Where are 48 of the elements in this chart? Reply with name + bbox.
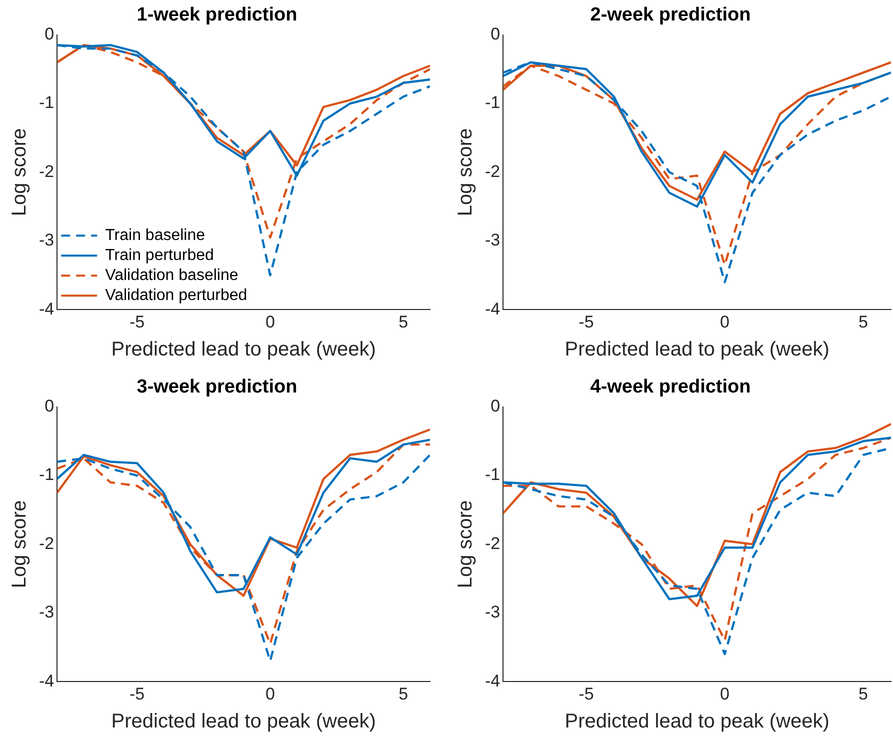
x-tick-label: 0 bbox=[265, 312, 275, 332]
x-tick-label: -5 bbox=[129, 684, 145, 704]
y-tick-label: -1 bbox=[38, 465, 54, 484]
x-axis-title: Predicted lead to peak (week) bbox=[111, 710, 376, 733]
legend-label: Validation perturbed bbox=[105, 287, 248, 304]
x-axis-title: Predicted lead to peak (week) bbox=[564, 338, 830, 361]
x-tick-label: -5 bbox=[129, 312, 145, 332]
y-tick-label: 0 bbox=[44, 24, 54, 44]
y-axis-title: Log score bbox=[454, 500, 477, 588]
y-tick-label: -1 bbox=[38, 93, 54, 112]
y-tick-label: -2 bbox=[484, 534, 500, 553]
x-tick-label: 0 bbox=[265, 684, 275, 704]
x-tick-label: 5 bbox=[398, 312, 408, 332]
chart-title: 3-week prediction bbox=[136, 376, 298, 398]
x-tick-label: -5 bbox=[578, 312, 594, 332]
y-tick-label: -3 bbox=[484, 230, 500, 250]
y-tick-label: 0 bbox=[490, 24, 500, 44]
y-tick-label: -4 bbox=[38, 299, 54, 318]
legend-label: Validation baseline bbox=[105, 267, 238, 284]
y-tick-label: -4 bbox=[484, 671, 500, 690]
y-tick-label: 0 bbox=[44, 396, 54, 416]
y-tick-label: -3 bbox=[38, 230, 54, 250]
x-tick-label: 5 bbox=[858, 684, 868, 704]
y-tick-label: -1 bbox=[484, 93, 500, 112]
y-tick-label: -3 bbox=[484, 602, 500, 622]
y-axis-title: Log score bbox=[8, 500, 31, 588]
chart-title: 2-week prediction bbox=[590, 4, 751, 26]
y-tick-label: -1 bbox=[484, 465, 500, 484]
y-tick-label: -2 bbox=[38, 534, 54, 553]
chart-title: 4-week prediction bbox=[590, 376, 751, 398]
y-tick-label: -2 bbox=[38, 162, 54, 181]
y-axis-title: Log score bbox=[8, 128, 31, 216]
x-axis-title: Predicted lead to peak (week) bbox=[564, 710, 830, 733]
y-axis-title: Log score bbox=[454, 128, 477, 216]
y-tick-label: -4 bbox=[38, 671, 54, 690]
x-tick-label: 5 bbox=[858, 312, 868, 332]
legend-label: Train perturbed bbox=[105, 247, 214, 264]
x-tick-label: 5 bbox=[398, 684, 408, 704]
x-tick-label: 0 bbox=[720, 312, 730, 332]
chart-title: 1-week prediction bbox=[136, 4, 298, 26]
x-tick-label: -5 bbox=[578, 684, 594, 704]
y-tick-label: -3 bbox=[38, 602, 54, 622]
legend-label: Train baseline bbox=[105, 227, 206, 244]
y-tick-label: -4 bbox=[484, 299, 500, 318]
y-tick-label: -2 bbox=[484, 162, 500, 181]
y-tick-label: 0 bbox=[490, 396, 500, 416]
x-tick-label: 0 bbox=[720, 684, 730, 704]
x-axis-title: Predicted lead to peak (week) bbox=[111, 338, 376, 361]
